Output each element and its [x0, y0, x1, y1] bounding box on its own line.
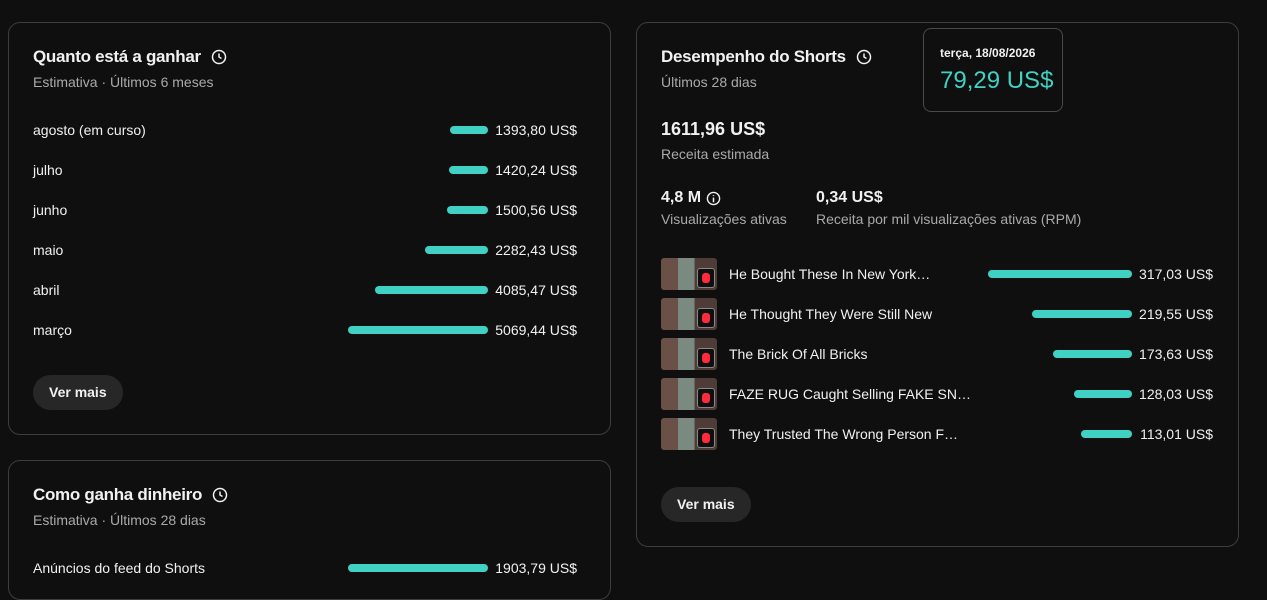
card-header: Como ganha dinheiro — [33, 485, 228, 505]
row-value: 1420,24 US$ — [495, 162, 577, 178]
revenue-label: Receita estimada — [661, 146, 770, 162]
bar — [348, 326, 488, 334]
row-label: maio — [33, 242, 64, 258]
row-value: 113,01 US$ — [1140, 426, 1213, 442]
row-label: FAZE RUG Caught Selling FAKE SN… — [729, 386, 971, 402]
card-subtitle: Estimativa · Últimos 28 dias — [33, 512, 206, 528]
row-label: He Bought These In New York… — [729, 266, 931, 282]
row-value: 1903,79 US$ — [495, 560, 577, 576]
bar — [1073, 390, 1132, 398]
list-row[interactable]: The Brick Of All Bricks 173,63 US$ — [637, 338, 1238, 370]
info-icon[interactable] — [706, 191, 721, 206]
tooltip: terça, 18/08/2026 79,29 US$ — [923, 28, 1063, 112]
list-row[interactable]: They Trusted The Wrong Person F… 113,01 U… — [637, 418, 1238, 450]
row-value: 173,63 US$ — [1139, 346, 1213, 362]
rpm-value: 0,34 US$ — [816, 189, 883, 206]
bar — [449, 126, 488, 134]
list-row[interactable]: FAZE RUG Caught Selling FAKE SN… 128,03 U… — [637, 378, 1238, 410]
thumbnail — [661, 298, 717, 330]
list-row: agosto (em curso) 1393,80 US$ — [9, 120, 610, 140]
shorts-icon — [697, 268, 715, 288]
row-value: 5069,44 US$ — [495, 322, 577, 338]
clock-icon[interactable] — [856, 49, 872, 65]
page: Dashboard html, body { margin: 0; paddin… — [8, 22, 1239, 600]
earnings-card: Quanto está a ganhar Estimativa · Último… — [8, 22, 611, 435]
card-header: Desempenho do Shorts — [661, 47, 872, 67]
shorts-icon — [697, 428, 715, 448]
row-value: 1393,80 US$ — [495, 122, 577, 138]
list-row: abril 4085,47 US$ — [9, 280, 610, 300]
bar — [446, 206, 488, 214]
bar — [1053, 350, 1132, 358]
card-header: Quanto está a ganhar — [33, 47, 227, 67]
thumbnail — [661, 378, 717, 410]
bar — [988, 270, 1132, 278]
list-row: Anúncios do feed do Shorts 1903,79 US$ — [9, 558, 610, 578]
clock-icon[interactable] — [212, 487, 228, 503]
row-value: 219,55 US$ — [1139, 306, 1213, 322]
row-label: junho — [33, 202, 68, 218]
row-label: The Brick Of All Bricks — [729, 346, 868, 362]
views-value: 4,8 M — [661, 189, 702, 206]
thumbnail — [661, 338, 717, 370]
row-label: Anúncios do feed do Shorts — [33, 560, 206, 576]
row-label: They Trusted The Wrong Person F… — [729, 426, 959, 442]
card-title: Quanto está a ganhar — [33, 47, 201, 66]
thumbnail — [661, 418, 717, 450]
bar — [424, 246, 488, 254]
row-value: 128,03 US$ — [1139, 386, 1213, 402]
shorts-icon — [697, 388, 715, 408]
row-label: He Thought They Were Still New — [729, 306, 933, 322]
list-row: junho 1500,56 US$ — [9, 200, 610, 220]
card-title: Como ganha dinheiro — [33, 485, 203, 504]
rpm-label: Receita por mil visualizações ativas (RP… — [816, 211, 1082, 227]
sources-card: Como ganha dinheiro Estimativa · Últimos… — [8, 460, 611, 600]
list-row[interactable]: He Bought These In New York… 317,03 US$ — [637, 258, 1238, 290]
row-label: agosto (em curso) — [33, 122, 146, 138]
bar — [375, 286, 488, 294]
shorts-icon — [697, 348, 715, 368]
see-more-button[interactable]: Ver mais — [661, 487, 751, 522]
row-value: 1500,56 US$ — [495, 202, 577, 218]
card-title: Desempenho do Shorts — [661, 47, 846, 66]
bar — [348, 564, 488, 572]
card-subtitle: Estimativa · Últimos 6 meses — [33, 74, 214, 90]
list-row: maio 2282,43 US$ — [9, 240, 610, 260]
thumbnail — [661, 258, 717, 290]
row-label: março — [33, 322, 72, 338]
list-row: março 5069,44 US$ — [9, 320, 610, 340]
body: {"earnings": {"title": "Quanto está a ga… — [8, 22, 1239, 600]
list-row[interactable]: He Thought They Were Still New 219,55 US$ — [637, 298, 1238, 330]
tooltip-value: 79,29 US$ — [940, 67, 1054, 94]
shorts-icon — [697, 308, 715, 328]
views-label: Visualizações ativas — [661, 211, 787, 227]
clock-icon[interactable] — [211, 49, 227, 65]
see-more-button[interactable]: Ver mais — [33, 375, 123, 410]
views-stat: 4,8 M — [661, 189, 721, 207]
tooltip-date: terça, 18/08/2026 — [940, 46, 1036, 60]
row-value: 317,03 US$ — [1139, 266, 1213, 282]
bar — [448, 166, 488, 174]
list-row: julho 1420,24 US$ — [9, 160, 610, 180]
card-subtitle: Últimos 28 dias — [661, 74, 757, 90]
row-value: 2282,43 US$ — [495, 242, 577, 258]
revenue-value: 1611,96 US$ — [661, 119, 766, 139]
bar — [1080, 430, 1132, 438]
row-label: julho — [33, 162, 63, 178]
row-label: abril — [33, 282, 60, 298]
bar — [1032, 310, 1132, 318]
row-value: 4085,47 US$ — [495, 282, 577, 298]
